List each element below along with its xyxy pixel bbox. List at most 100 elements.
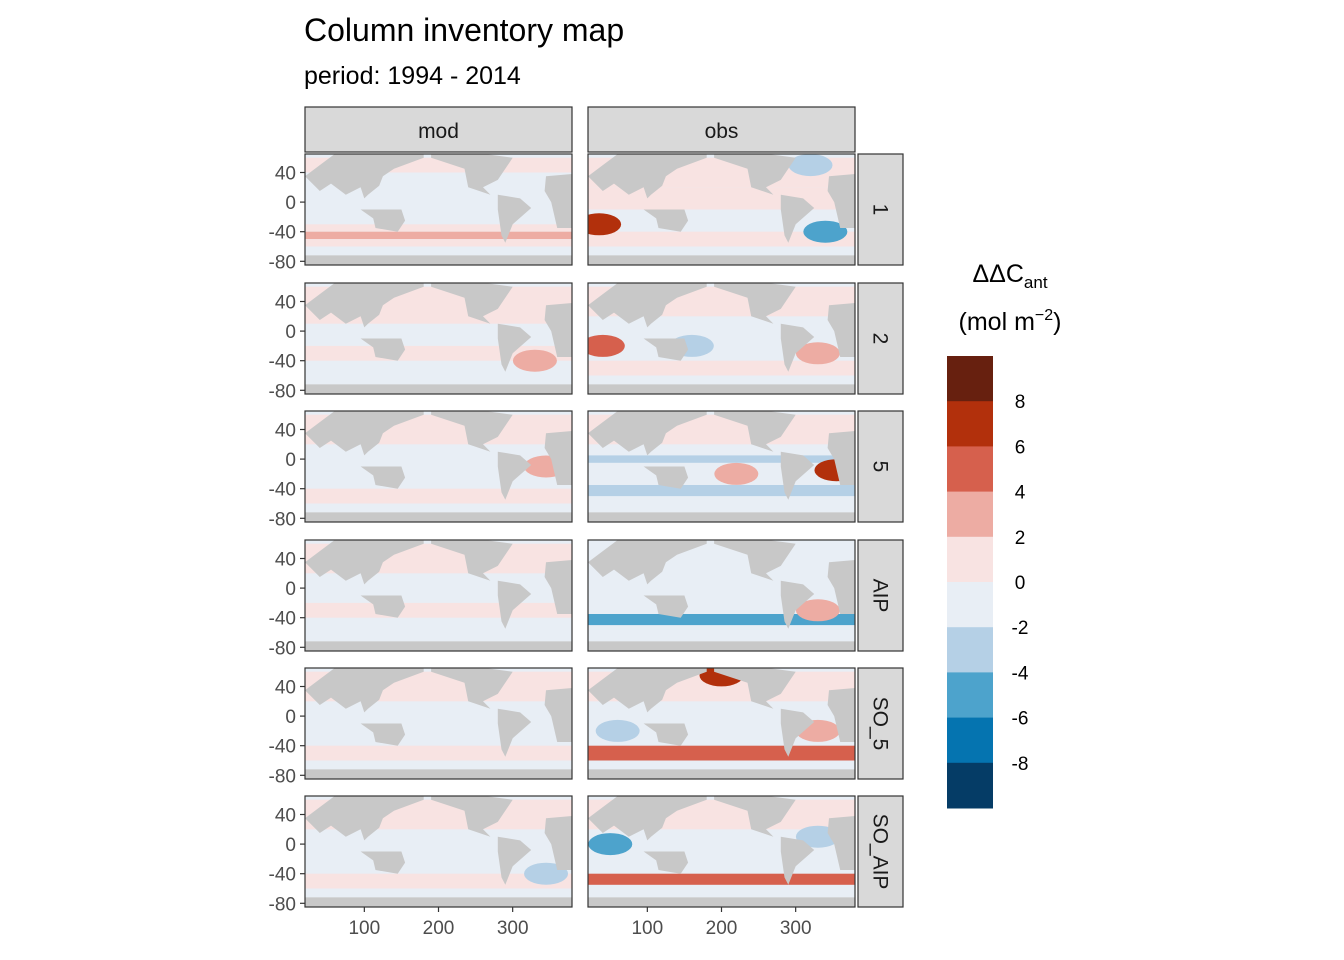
y-tick-label: 40 bbox=[275, 164, 296, 185]
panel-border bbox=[304, 410, 573, 523]
panel-1-obs bbox=[588, 154, 855, 265]
value-band bbox=[305, 745, 572, 761]
legend-color-step bbox=[947, 536, 993, 583]
y-tick-label: -80 bbox=[269, 509, 296, 530]
panel-border bbox=[304, 153, 573, 266]
land-mask bbox=[643, 723, 689, 746]
legend-color-step bbox=[947, 627, 993, 673]
y-tick-label: -40 bbox=[269, 737, 296, 758]
land-mask bbox=[643, 851, 689, 874]
land-mask bbox=[588, 540, 707, 585]
value-band bbox=[305, 488, 572, 504]
value-band bbox=[588, 873, 855, 885]
land-mask bbox=[643, 466, 689, 489]
panel-SO_5-mod bbox=[305, 668, 572, 779]
y-tick-label: -40 bbox=[269, 609, 296, 630]
facet-grid: mod obs 1 2 5 AIP SO_5 SO_AIP 40 0 -40 -80 40 0 -40 -80… bbox=[269, 106, 904, 939]
land-mask bbox=[714, 540, 796, 581]
panel-border bbox=[304, 667, 573, 780]
land-mask bbox=[588, 512, 855, 522]
x-tick-label: 100 bbox=[348, 918, 380, 939]
land-mask bbox=[643, 338, 689, 361]
land-mask bbox=[360, 338, 406, 361]
land-mask bbox=[431, 540, 513, 581]
facet-strip-label-row-2: 2 bbox=[869, 333, 892, 345]
land-mask bbox=[588, 897, 855, 907]
y-tick-label: -40 bbox=[269, 352, 296, 373]
facet-strip-label-obs: obs bbox=[705, 120, 739, 143]
land-mask bbox=[497, 836, 532, 885]
land-mask bbox=[360, 723, 406, 746]
land-mask bbox=[544, 174, 572, 228]
facet-strip-mod bbox=[304, 106, 573, 153]
land-mask bbox=[544, 431, 572, 485]
facet-strip-row-2 bbox=[857, 282, 904, 395]
legend-label: -2 bbox=[1012, 618, 1029, 639]
land-mask bbox=[305, 283, 424, 328]
y-tick-label: -80 bbox=[269, 894, 296, 915]
value-patch bbox=[714, 462, 759, 485]
legend-color-step bbox=[947, 356, 993, 402]
value-patch bbox=[788, 154, 833, 177]
land-mask bbox=[431, 796, 513, 837]
land-mask bbox=[360, 851, 406, 874]
x-tick-label: 300 bbox=[780, 918, 812, 939]
value-band bbox=[305, 870, 572, 876]
land-mask bbox=[827, 816, 855, 870]
panel-border bbox=[587, 153, 856, 266]
legend-label: 2 bbox=[1015, 528, 1026, 549]
x-tick-label: 200 bbox=[423, 918, 455, 939]
land-mask bbox=[431, 411, 513, 452]
land-mask bbox=[588, 384, 855, 394]
facet-strip-label-row-5: 5 bbox=[869, 461, 892, 473]
value-patch bbox=[588, 833, 633, 856]
y-tick-label: -80 bbox=[269, 381, 296, 402]
land-mask bbox=[588, 255, 855, 265]
land-mask bbox=[780, 580, 815, 629]
color-legend: ΔΔCant (mol m−2) 8 6 4 2 0 -2 -4 -6 -8 bbox=[947, 260, 1061, 809]
land-mask bbox=[305, 769, 572, 779]
land-mask bbox=[497, 708, 532, 757]
panel-5-mod bbox=[305, 411, 572, 522]
panel-border bbox=[304, 282, 573, 395]
land-mask bbox=[714, 154, 796, 195]
legend-color-step bbox=[947, 672, 993, 719]
y-tick-label: 0 bbox=[285, 835, 296, 856]
land-mask bbox=[827, 560, 855, 614]
value-band bbox=[588, 485, 855, 497]
panel-SO_AIP-obs bbox=[588, 796, 855, 907]
x-tick-label: 100 bbox=[631, 918, 663, 939]
land-mask bbox=[588, 769, 855, 779]
y-tick-label: 0 bbox=[285, 322, 296, 343]
panel-2-mod bbox=[305, 283, 572, 394]
land-mask bbox=[588, 641, 855, 651]
land-mask bbox=[780, 194, 815, 243]
land-mask bbox=[643, 209, 689, 232]
land-mask bbox=[588, 411, 707, 456]
land-mask bbox=[305, 897, 572, 907]
legend-color-step bbox=[947, 446, 993, 493]
legend-label: -8 bbox=[1012, 754, 1029, 775]
value-band bbox=[305, 455, 572, 463]
facet-strip-label-mod: mod bbox=[418, 120, 459, 143]
value-band bbox=[305, 602, 572, 618]
y-tick-label: 40 bbox=[275, 806, 296, 827]
legend-label: 6 bbox=[1015, 437, 1026, 458]
land-mask bbox=[544, 303, 572, 357]
panel-border bbox=[587, 667, 856, 780]
land-mask bbox=[827, 688, 855, 742]
facet-strip-row-5 bbox=[857, 410, 904, 523]
legend-label: -6 bbox=[1012, 709, 1029, 730]
y-tick-label: 0 bbox=[285, 579, 296, 600]
facet-strip-row-1 bbox=[857, 153, 904, 266]
land-mask bbox=[360, 209, 406, 232]
legend-color-step bbox=[947, 582, 993, 628]
y-tick-label: -40 bbox=[269, 865, 296, 886]
legend-label: -4 bbox=[1012, 663, 1029, 684]
y-tick-label: -40 bbox=[269, 480, 296, 501]
facet-strip-label-row-1: 1 bbox=[869, 204, 892, 216]
value-band bbox=[305, 239, 572, 247]
facet-strip-row-AIP bbox=[857, 539, 904, 652]
value-patch bbox=[803, 220, 848, 243]
